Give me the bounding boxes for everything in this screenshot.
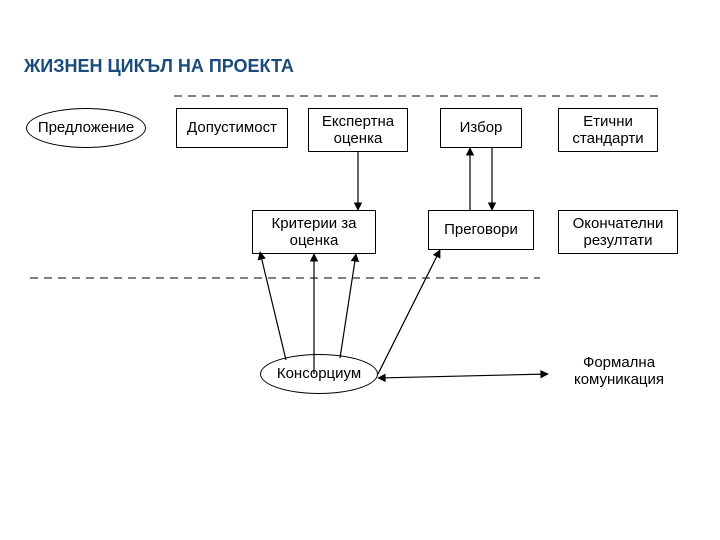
node-proposal-label: Предложение bbox=[38, 119, 134, 136]
node-proposal: Предложение bbox=[26, 108, 146, 148]
node-final-results: Окончателни резултати bbox=[558, 210, 678, 254]
node-ethics-label: Етични стандарти bbox=[563, 113, 653, 148]
node-expert: Експертна оценка bbox=[308, 108, 408, 152]
node-selection: Избор bbox=[440, 108, 522, 148]
page-title: ЖИЗНЕН ЦИКЪЛ НА ПРОЕКТА bbox=[24, 56, 294, 77]
node-consortium-label: Консорциум bbox=[277, 365, 361, 382]
node-eligibility-label: Допустимост bbox=[187, 119, 277, 136]
label-formal-communication: Формална комуникация bbox=[554, 354, 684, 394]
node-criteria-label: Критерии за оценка bbox=[257, 215, 371, 250]
node-eligibility: Допустимост bbox=[176, 108, 288, 148]
diagram-arrows bbox=[0, 0, 720, 540]
node-negotiation: Преговори bbox=[428, 210, 534, 250]
node-consortium: Консорциум bbox=[260, 354, 378, 394]
node-selection-label: Избор bbox=[460, 119, 503, 136]
node-expert-label: Експертна оценка bbox=[313, 113, 403, 148]
node-final-results-label: Окончателни резултати bbox=[563, 215, 673, 250]
node-negotiation-label: Преговори bbox=[444, 221, 518, 238]
node-criteria: Критерии за оценка bbox=[252, 210, 376, 254]
node-ethics: Етични стандарти bbox=[558, 108, 658, 152]
